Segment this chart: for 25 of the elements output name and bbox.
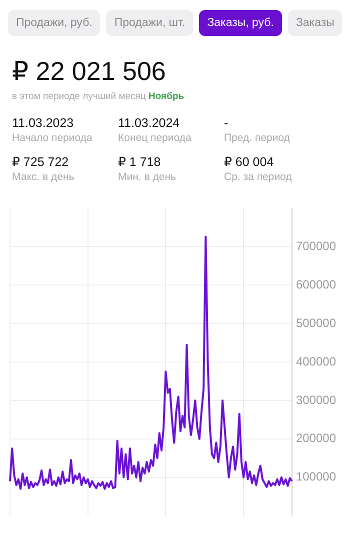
text: Ср. за период	[224, 171, 293, 183]
chart-subtitle: в этом периоде лучший месяц Ноябрь	[12, 91, 184, 102]
y-tick-label: 600000	[296, 277, 336, 292]
text: ₽ 1 718	[118, 154, 162, 169]
text: Заказы, руб.	[199, 10, 282, 36]
text: Мин. в день	[118, 171, 177, 183]
y-tick-label: 100000	[296, 470, 336, 484]
y-tick-label: 500000	[296, 316, 336, 330]
text: Заказы	[288, 10, 342, 36]
y-tick-label: 400000	[296, 354, 336, 368]
text: Начало периода	[12, 132, 94, 144]
text: Пред. период	[224, 132, 291, 144]
y-tick-label: 700000	[296, 238, 336, 253]
y-tick-label: 200000	[296, 431, 336, 446]
text: -	[224, 116, 230, 130]
text: ₽ 725 722	[12, 154, 70, 169]
text: Продажи, руб.	[8, 10, 100, 36]
text: 11.03.2023	[12, 116, 75, 130]
text: Продажи, шт.	[106, 10, 194, 36]
text: ₽ 60 004	[224, 154, 275, 169]
text: Конец периода	[118, 132, 192, 144]
text: 11.03.2024	[118, 116, 181, 130]
y-tick-label: 300000	[296, 392, 336, 407]
chart-title: ₽ 22 021 506	[11, 55, 167, 87]
text: Макс. в день	[12, 171, 76, 183]
